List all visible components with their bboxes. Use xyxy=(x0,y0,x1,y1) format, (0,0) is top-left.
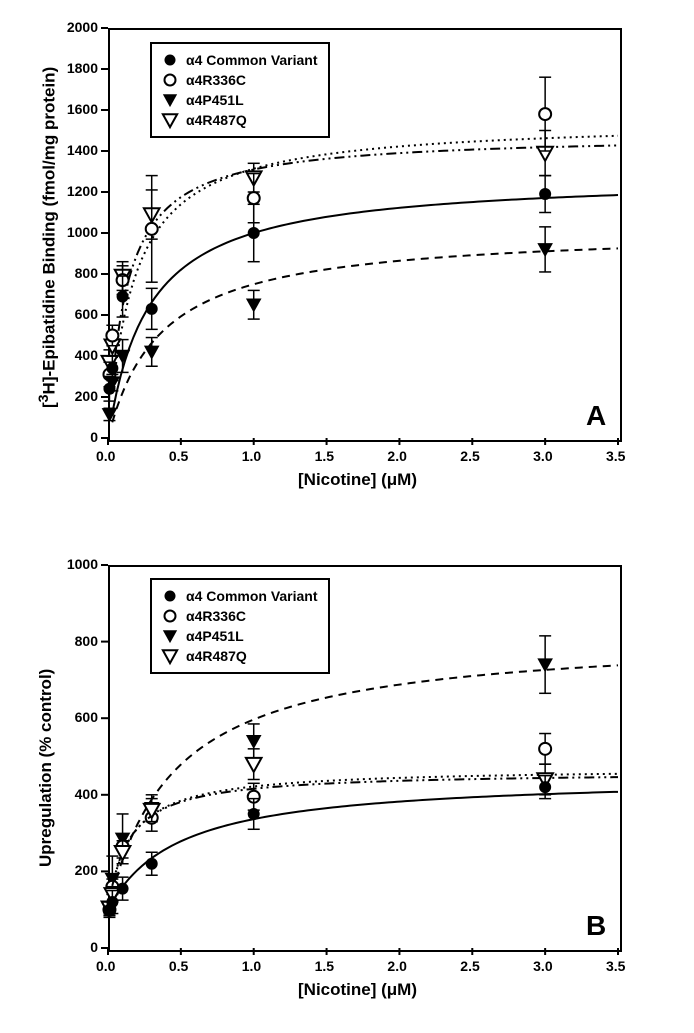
x-tick-label: 1.0 xyxy=(242,448,261,464)
y-tick-label: 0 xyxy=(90,939,98,955)
y-tick-label: 1400 xyxy=(67,142,98,158)
legend-label: α4R487Q xyxy=(186,648,247,664)
legend-label: α4P451L xyxy=(186,628,244,644)
legend-item: α4 Common Variant xyxy=(162,50,318,70)
y-tick-label: 1800 xyxy=(67,60,98,76)
y-tick-label: 1600 xyxy=(67,101,98,117)
legend-item: α4 Common Variant xyxy=(162,586,318,606)
y-tick-label: 1000 xyxy=(67,224,98,240)
legend-label: α4 Common Variant xyxy=(186,52,318,68)
legend-item: α4R336C xyxy=(162,70,318,90)
panel-b-letter: B xyxy=(586,910,606,942)
y-tick-label: 200 xyxy=(75,862,98,878)
y-tick-label: 1000 xyxy=(67,556,98,572)
figure-container: A [3H]-Epibatidine Binding (fmol/mg prot… xyxy=(0,0,694,1033)
y-tick-label: 1200 xyxy=(67,183,98,199)
panel-b-svg xyxy=(8,545,694,1028)
y-tick-label: 400 xyxy=(75,347,98,363)
y-tick-label: 800 xyxy=(75,633,98,649)
y-tick-label: 2000 xyxy=(67,19,98,35)
y-tick-label: 800 xyxy=(75,265,98,281)
x-tick-label: 2.0 xyxy=(387,448,406,464)
legend-marker-icon xyxy=(162,112,178,128)
x-tick-label: 0.0 xyxy=(96,958,115,974)
panel-b-legend: α4 Common Variant α4R336C α4P451L α4R487Q xyxy=(150,578,330,674)
legend-marker-icon xyxy=(162,52,178,68)
y-tick-label: 400 xyxy=(75,786,98,802)
y-tick-label: 600 xyxy=(75,306,98,322)
legend-item: α4P451L xyxy=(162,90,318,110)
x-tick-label: 3.0 xyxy=(533,448,552,464)
y-tick-label: 600 xyxy=(75,709,98,725)
panel-a-letter: A xyxy=(586,400,606,432)
y-tick-label: 0 xyxy=(90,429,98,445)
x-tick-label: 3.0 xyxy=(533,958,552,974)
legend-label: α4R487Q xyxy=(186,112,247,128)
x-tick-label: 2.5 xyxy=(460,448,479,464)
legend-item: α4P451L xyxy=(162,626,318,646)
legend-label: α4R336C xyxy=(186,72,246,88)
x-tick-label: 0.0 xyxy=(96,448,115,464)
legend-marker-icon xyxy=(162,608,178,624)
legend-label: α4 Common Variant xyxy=(186,588,318,604)
legend-marker-icon xyxy=(162,72,178,88)
legend-marker-icon xyxy=(162,648,178,664)
x-tick-label: 2.0 xyxy=(387,958,406,974)
legend-item: α4R336C xyxy=(162,606,318,626)
panel-a-legend: α4 Common Variant α4R336C α4P451L α4R487Q xyxy=(150,42,330,138)
legend-item: α4R487Q xyxy=(162,110,318,130)
panel-a-svg xyxy=(8,8,694,518)
panel-b-xlabel: [Nicotine] (μM) xyxy=(298,980,417,1000)
legend-label: α4P451L xyxy=(186,92,244,108)
x-tick-label: 3.5 xyxy=(606,448,625,464)
legend-item: α4R487Q xyxy=(162,646,318,666)
panel-b-ylabel: Upregulation (% control) xyxy=(36,668,56,866)
legend-label: α4R336C xyxy=(186,608,246,624)
legend-marker-icon xyxy=(162,588,178,604)
x-tick-label: 2.5 xyxy=(460,958,479,974)
x-tick-label: 1.5 xyxy=(315,448,334,464)
x-tick-label: 3.5 xyxy=(606,958,625,974)
x-tick-label: 1.0 xyxy=(242,958,261,974)
x-tick-label: 0.5 xyxy=(169,448,188,464)
x-tick-label: 0.5 xyxy=(169,958,188,974)
legend-marker-icon xyxy=(162,92,178,108)
x-tick-label: 1.5 xyxy=(315,958,334,974)
panel-a-ylabel: [3H]-Epibatidine Binding (fmol/mg protei… xyxy=(36,67,60,408)
panel-a-xlabel: [Nicotine] (μM) xyxy=(298,470,417,490)
legend-marker-icon xyxy=(162,628,178,644)
y-tick-label: 200 xyxy=(75,388,98,404)
